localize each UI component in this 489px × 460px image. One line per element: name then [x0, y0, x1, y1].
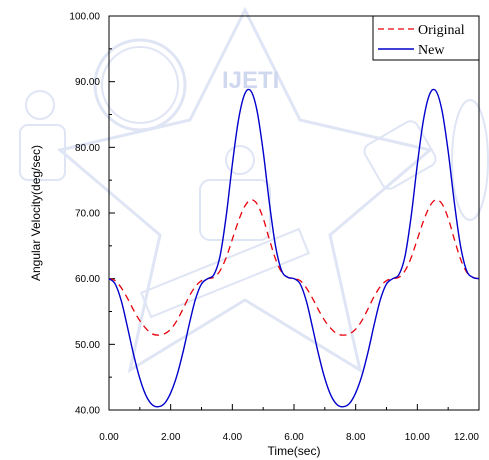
x-axis-title: Time(sec) — [268, 444, 321, 458]
series-line-original — [108, 199, 480, 336]
x-tick-label: 12.00 — [454, 432, 479, 443]
legend-label-new: New — [418, 43, 445, 58]
y-tick-label: 70.00 — [75, 209, 100, 220]
x-tick-label: 2.00 — [161, 432, 181, 443]
watermark: IJETI — [19, 6, 489, 374]
legend-box — [372, 15, 480, 61]
y-tick-label: 40.00 — [75, 406, 100, 417]
x-tick-label: 6.00 — [284, 432, 304, 443]
x-tick-label: 4.00 — [223, 432, 243, 443]
y-axis-title: Angular Velocity(deg/sec) — [29, 145, 43, 281]
x-tick-label: 8.00 — [346, 432, 366, 443]
plot-frame — [108, 15, 480, 411]
y-tick-labels: 40.00 50.00 60.00 70.00 80.00 90.00 100.… — [69, 12, 100, 417]
legend: Original New — [372, 15, 480, 61]
y-tick-label: 50.00 — [75, 340, 100, 351]
x-tick-label: 10.00 — [405, 432, 430, 443]
x-axis-ticks — [108, 404, 480, 410]
legend-label-original: Original — [418, 23, 465, 38]
series-line-new — [108, 88, 480, 408]
y-tick-label: 60.00 — [75, 274, 100, 285]
series-layer — [108, 88, 480, 408]
x-tick-labels: 0.00 2.00 4.00 6.00 8.00 10.00 12.00 — [99, 432, 479, 443]
y-tick-label: 100.00 — [69, 12, 100, 23]
y-tick-label: 90.00 — [75, 77, 100, 88]
y-tick-label: 80.00 — [75, 143, 100, 154]
x-tick-label: 0.00 — [99, 432, 119, 443]
y-axis-ticks — [109, 15, 115, 411]
watermark-text: IJETI — [222, 67, 279, 94]
